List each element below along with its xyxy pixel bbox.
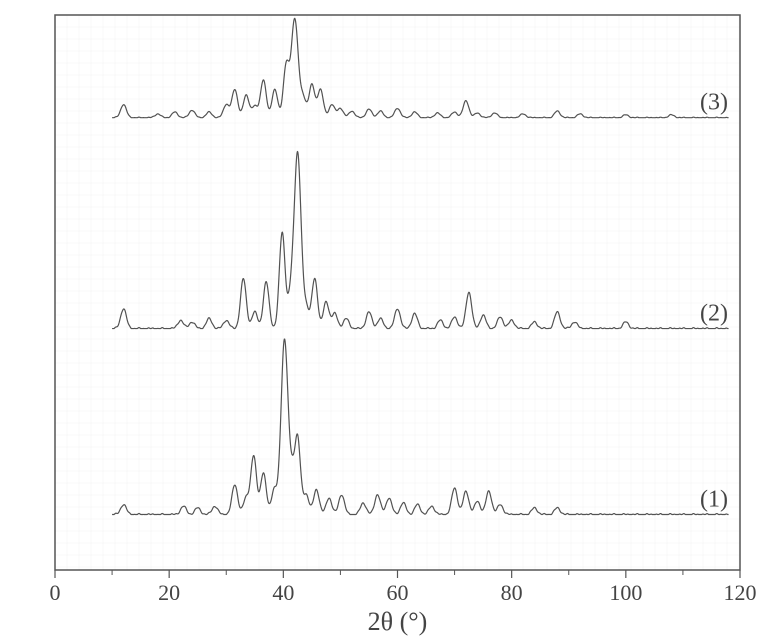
x-tick-label: 80	[501, 580, 523, 605]
x-tick-label: 20	[158, 580, 180, 605]
x-axis-label: 2θ (°)	[368, 607, 428, 636]
chart-svg: 0 20 40 60 80 100 120 2θ (°) (1) (2) (3)	[0, 0, 761, 640]
x-tick-label: 100	[609, 580, 642, 605]
panel-3-label: (3)	[700, 90, 728, 116]
x-tick-label: 120	[724, 580, 757, 605]
x-tick-label: 60	[387, 580, 409, 605]
panel-2-label: (2)	[700, 301, 728, 327]
panel-1-label: (1)	[700, 487, 728, 513]
x-tick-label: 40	[272, 580, 294, 605]
x-tick-label: 0	[50, 580, 61, 605]
xrd-chart: 0 20 40 60 80 100 120 2θ (°) (1) (2) (3)	[0, 0, 761, 640]
